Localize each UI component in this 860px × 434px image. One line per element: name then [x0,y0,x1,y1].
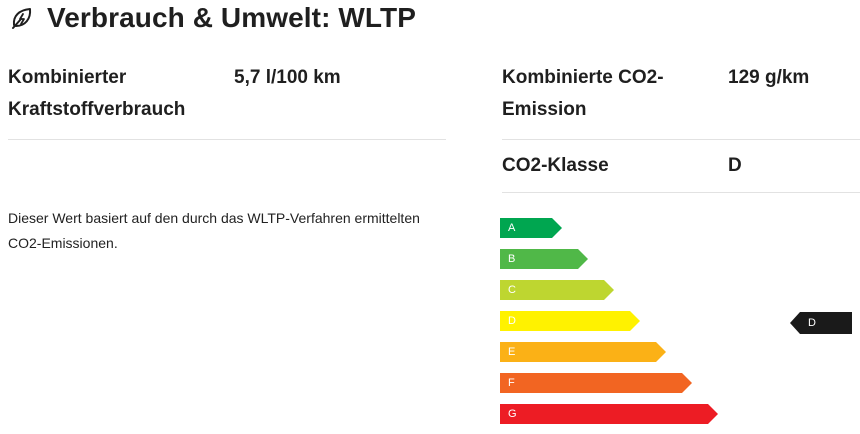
co2-class-label: CO2-Klasse [502,155,609,176]
wltp-note-line2: CO2-Emissionen. [8,235,118,251]
emission-label-line1: Kombinierte CO2- [502,67,664,88]
efficiency-bar-letter: B [508,253,516,265]
consumption-label: Kombinierter Kraftstoffverbrauch [8,62,185,126]
co2-class-indicator: D [790,312,852,334]
emission-label-line2: Emission [502,99,587,120]
efficiency-bar-body [500,218,552,238]
efficiency-bar-tip [656,342,666,362]
wltp-note: Dieser Wert basiert auf den durch das WL… [8,206,478,256]
efficiency-bar-tip [630,311,640,331]
indicator-arrow [790,312,800,334]
co2-class-value: D [728,155,742,176]
efficiency-bar-letter: A [508,222,516,234]
efficiency-bar-letter: D [508,315,516,327]
efficiency-bar-body [500,342,656,362]
emission-label: Kombinierte CO2- Emission [502,62,664,126]
wltp-note-line1: Dieser Wert basiert auf den durch das WL… [8,210,420,226]
consumption-row: Kombinierter Kraftstoffverbrauch 5,7 l/1… [8,62,446,140]
efficiency-bar-tip [578,249,588,269]
efficiency-bar-letter: F [508,377,515,389]
leaf-icon [9,5,35,31]
efficiency-bar-tip [708,404,718,424]
efficiency-bar-letter: E [508,346,516,358]
indicator-letter: D [808,317,816,329]
efficiency-bar-body [500,280,604,300]
consumption-label-line1: Kombinierter [8,67,127,88]
efficiency-bar-body [500,404,708,424]
emission-row: Kombinierte CO2- Emission 129 g/km [502,62,860,140]
efficiency-bar-tip [682,373,692,393]
efficiency-bar-letter: G [508,408,517,420]
page-title: Verbrauch & Umwelt: WLTP [47,2,417,33]
efficiency-bar-tip [604,280,614,300]
efficiency-bar-body [500,373,682,393]
consumption-value: 5,7 l/100 km [234,67,341,88]
consumption-label-line2: Kraftstoffverbrauch [8,99,186,120]
efficiency-bar-tip [552,218,562,238]
section-heading: Verbrauch & Umwelt: WLTP [9,0,416,36]
efficiency-bar-body [500,311,630,331]
co2-class-row: CO2-Klasse D [502,140,860,193]
efficiency-bar-letter: C [508,284,516,296]
indicator-body [800,312,852,334]
efficiency-bar-body [500,249,578,269]
emission-value: 129 g/km [728,67,810,88]
